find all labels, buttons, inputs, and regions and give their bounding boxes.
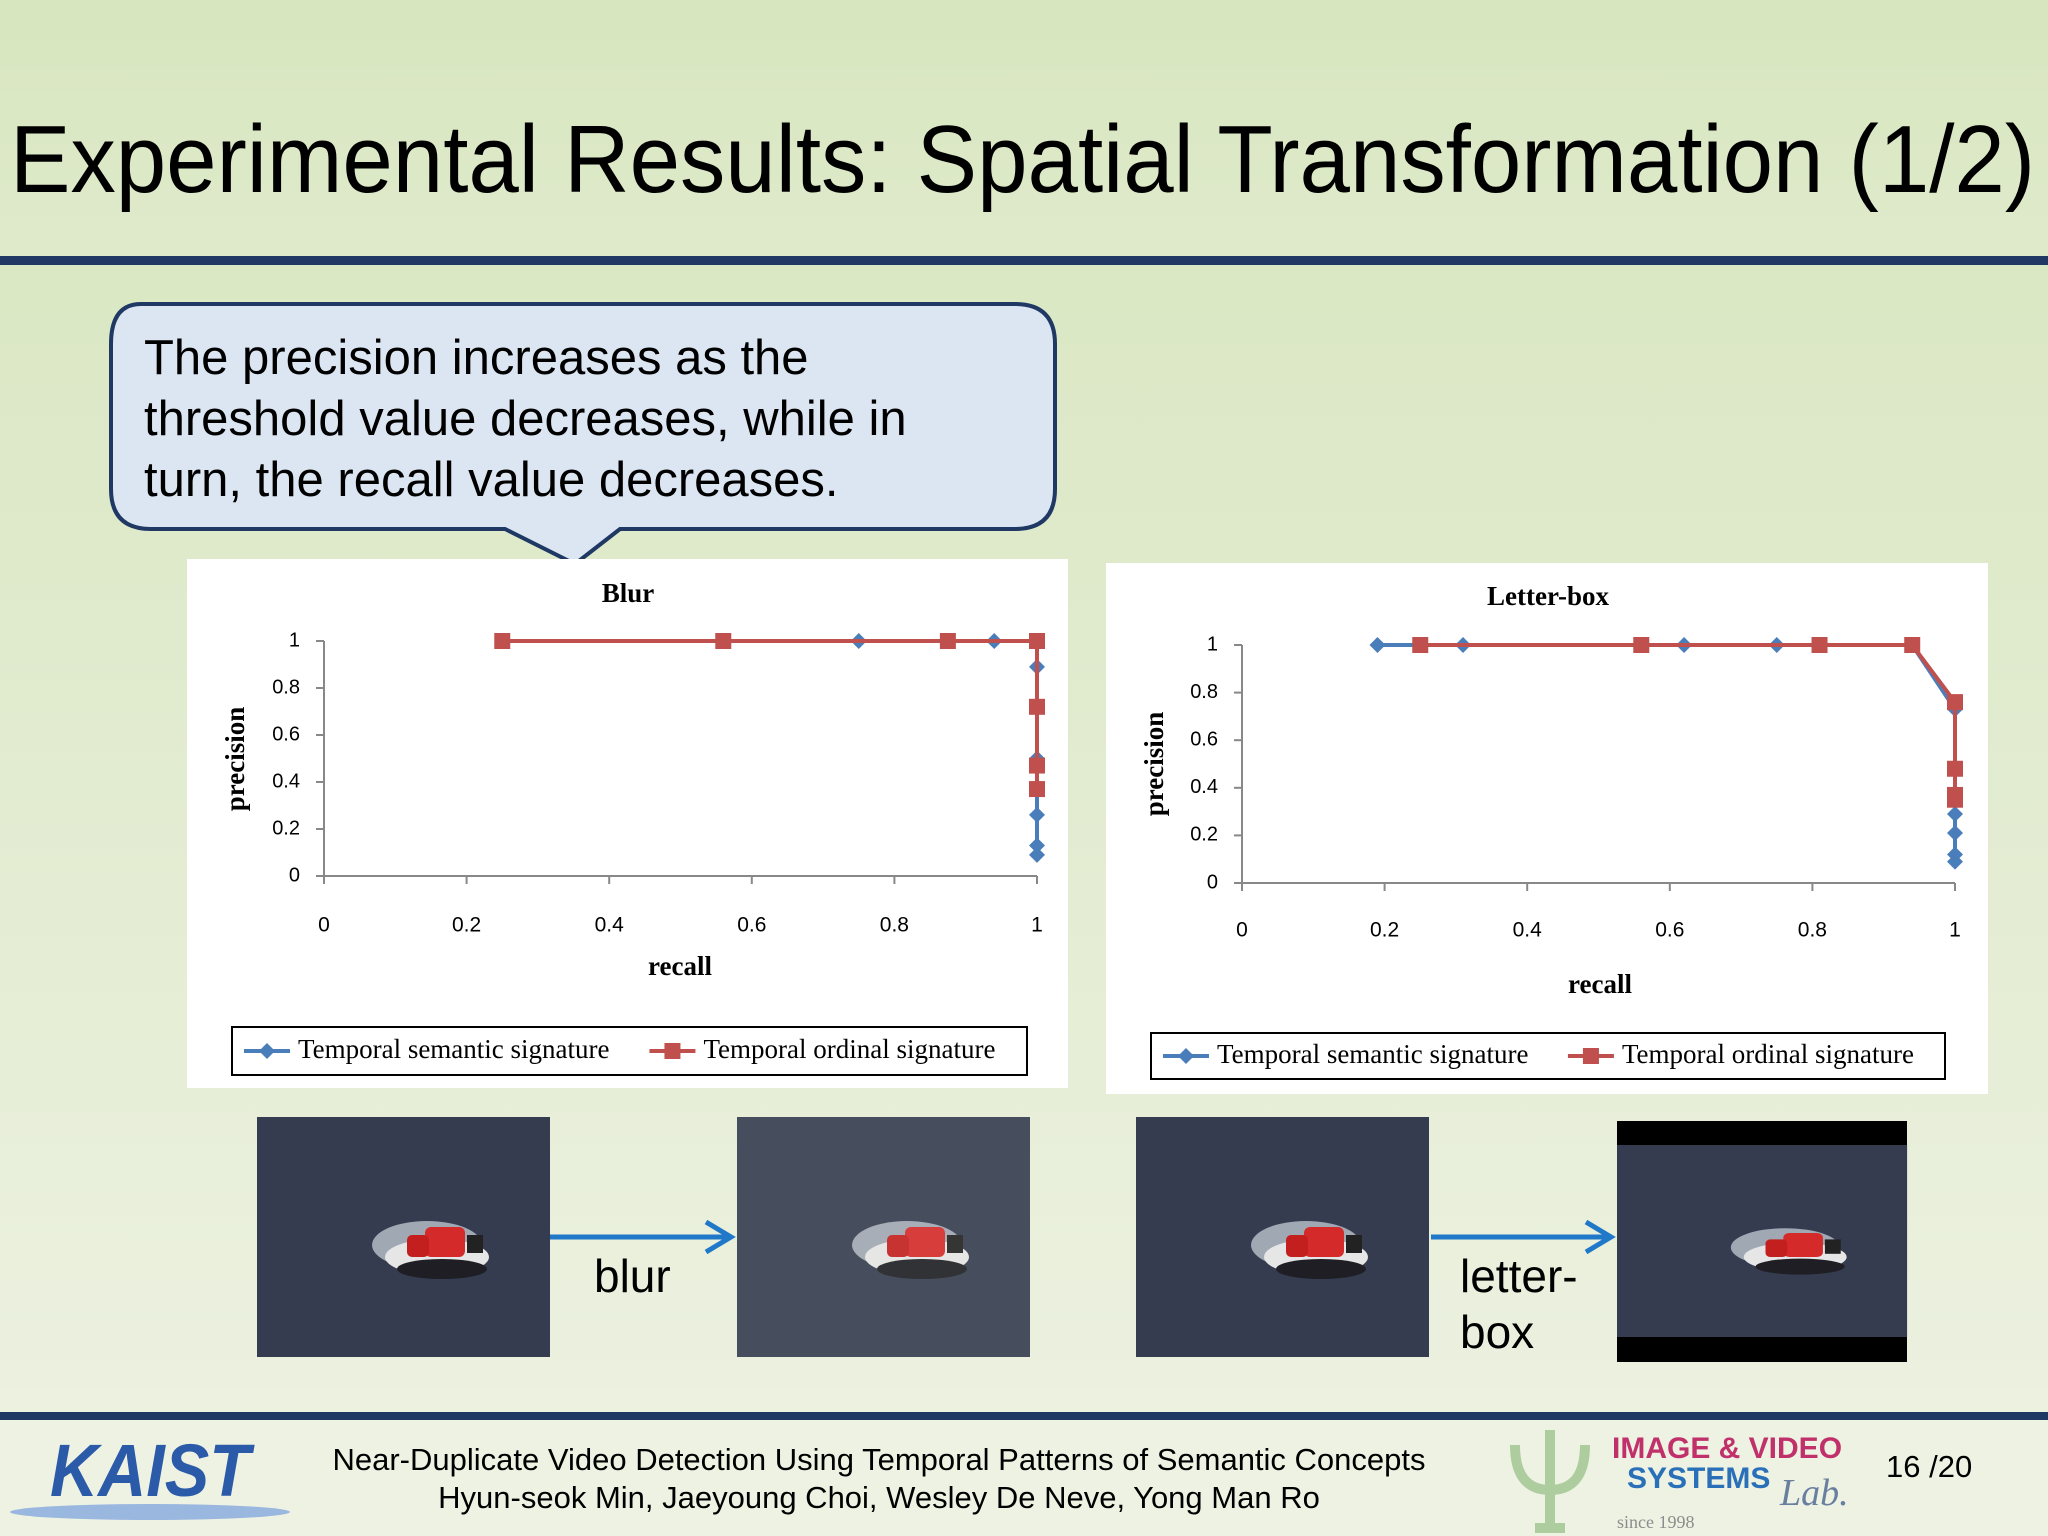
marker <box>1904 637 1921 653</box>
y-tick-label: 1 <box>1207 633 1218 655</box>
x-tick-label: 0 <box>1236 919 1248 942</box>
x-tick-label: 0.6 <box>737 914 766 937</box>
callout <box>109 302 1057 567</box>
authors: Hyun-seok Min, Jaeyoung Choi, Wesley De … <box>438 1480 1320 1515</box>
marker <box>259 1043 275 1059</box>
marker <box>939 633 956 649</box>
marker <box>1947 853 1963 870</box>
photo-original <box>1136 1117 1429 1357</box>
x-tick-label: 0.8 <box>1798 919 1827 942</box>
chart: Letter-box recall precision 0 0.2 0.4 0.6 0.8 1 0… <box>1106 563 1988 1094</box>
y-tick-label: 1 <box>289 629 300 651</box>
callout-text: threshold value decreases, while in <box>144 392 907 446</box>
marker <box>1369 637 1386 653</box>
marker <box>1029 633 1045 649</box>
chart-panel <box>187 559 1068 1088</box>
marker <box>1412 637 1429 653</box>
marker <box>494 633 511 649</box>
marker <box>1947 825 1963 842</box>
caption: letter- <box>1460 1250 1578 1302</box>
y-tick-label: 0 <box>289 864 300 886</box>
paper-title: Near-Duplicate Video Detection Using Tem… <box>332 1442 1425 1477</box>
lab-name: SYSTEMS <box>1627 1462 1770 1495</box>
y-tick-label: 0.6 <box>272 723 300 745</box>
page-number: 16 /20 <box>1886 1449 1972 1484</box>
legend-box <box>1150 1032 1946 1080</box>
legend-label: Temporal semantic signature <box>1217 1039 1529 1069</box>
legend-box <box>231 1026 1028 1076</box>
y-tick-label: 0.6 <box>1190 728 1218 750</box>
footer-band <box>0 1420 2048 1536</box>
marker <box>1947 694 1963 711</box>
marker <box>1029 837 1045 854</box>
x-tick-label: 0 <box>318 914 330 937</box>
marker <box>1811 637 1828 653</box>
legend-label: Temporal ordinal signature <box>1622 1039 1914 1069</box>
photo-letterbox <box>1617 1121 1908 1362</box>
caption: blur <box>594 1250 671 1302</box>
chart-title: Letter-box <box>1487 581 1609 611</box>
header-rule <box>0 256 2048 265</box>
caption: box <box>1460 1306 1534 1358</box>
lab-name: IMAGE & VIDEO <box>1612 1432 1842 1465</box>
marker <box>1029 757 1045 774</box>
x-axis-label: recall <box>1568 969 1632 999</box>
photo-original <box>257 1117 550 1357</box>
marker <box>664 1043 681 1059</box>
y-tick-label: 0.8 <box>272 676 300 698</box>
x-tick-label: 0.4 <box>595 914 625 937</box>
y-tick-label: 0.4 <box>1190 776 1218 798</box>
y-tick-label: 0 <box>1207 871 1218 893</box>
marker <box>1947 805 1963 822</box>
marker <box>1029 846 1045 863</box>
marker <box>1582 1048 1599 1064</box>
callout-text: turn, the recall value decreases. <box>144 453 839 507</box>
marker <box>1178 1048 1194 1064</box>
marker <box>1947 760 1963 777</box>
y-tick-label: 0.8 <box>1190 681 1218 703</box>
lab-psi <box>1510 1430 1590 1533</box>
y-axis-label: precision <box>220 707 250 812</box>
y-tick-label: 0.4 <box>272 770 300 792</box>
x-tick-label: 0.2 <box>1370 919 1399 942</box>
x-tick-label: 0.2 <box>452 914 481 937</box>
legend-label: Temporal ordinal signature <box>703 1034 995 1064</box>
x-tick-label: 0.8 <box>880 914 909 937</box>
chart-title: Blur <box>602 578 655 608</box>
footer-rule <box>0 1412 2048 1420</box>
charts: Blur recall precision 0 0.2 0.4 0.6 0.8 1 0 0.2 0.4… <box>187 559 1988 1094</box>
lab-name: Lab. <box>1779 1472 1849 1514</box>
x-tick-label: 1 <box>1949 919 1961 942</box>
callout-text: The precision increases as the <box>144 331 809 385</box>
marker <box>715 633 732 649</box>
chart-panel <box>1106 563 1988 1094</box>
arrows <box>550 1219 1616 1255</box>
photo-blurred <box>737 1117 1030 1357</box>
x-axis-label: recall <box>648 951 712 981</box>
y-tick-label: 0.2 <box>272 817 300 839</box>
legend-label: Temporal semantic signature <box>298 1034 610 1064</box>
x-tick-label: 0.4 <box>1513 919 1543 942</box>
logo-swoosh <box>10 1504 290 1520</box>
chart: Blur recall precision 0 0.2 0.4 0.6 0.8 1 0 0.2 0.4… <box>187 559 1068 1088</box>
marker <box>1029 806 1045 823</box>
y-tick-label: 0.2 <box>1190 824 1218 846</box>
slide-title: Experimental Results: Spatial Transforma… <box>10 106 2035 213</box>
header-band <box>0 0 2048 256</box>
lab-since: since 1998 <box>1617 1512 1694 1532</box>
marker <box>1029 781 1045 798</box>
y-axis-label: precision <box>1139 712 1169 817</box>
x-tick-label: 0.6 <box>1655 919 1684 942</box>
x-tick-label: 1 <box>1031 914 1043 937</box>
marker <box>1947 791 1963 808</box>
marker <box>1029 698 1045 715</box>
kaist-logo: KAIST <box>50 1429 255 1512</box>
marker <box>1633 637 1650 653</box>
